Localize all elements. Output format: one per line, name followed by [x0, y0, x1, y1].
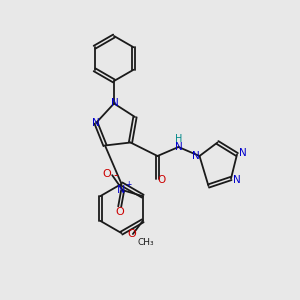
Text: +: + [125, 180, 131, 189]
Text: O: O [102, 169, 111, 179]
Text: N: N [238, 148, 246, 158]
Text: N: N [92, 118, 99, 128]
Text: CH₃: CH₃ [137, 238, 154, 247]
Text: -: - [113, 169, 117, 182]
Text: N: N [192, 151, 200, 161]
Text: N: N [111, 98, 119, 109]
Text: O: O [127, 229, 136, 239]
Text: O: O [158, 175, 166, 185]
Text: N: N [117, 185, 125, 195]
Text: N: N [175, 142, 182, 152]
Text: H: H [175, 134, 182, 144]
Text: N: N [232, 175, 240, 185]
Text: O: O [115, 207, 124, 217]
